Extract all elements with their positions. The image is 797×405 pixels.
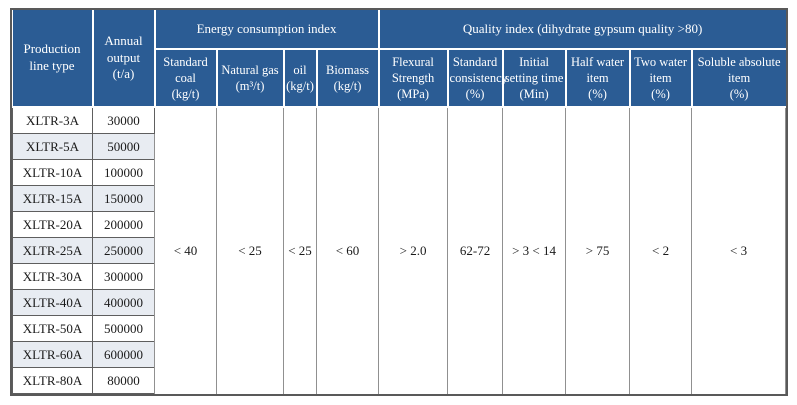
spec-value-cell: < 25	[216, 107, 284, 394]
annual-output-cell: 300000	[92, 263, 155, 290]
annual-output-cell: 50000	[92, 133, 155, 160]
subheader-label: Initial setting time	[504, 54, 564, 85]
subheader-unit: (%)	[729, 87, 749, 102]
spec-value-cell: 62-72	[447, 107, 504, 394]
spec-value-cell: < 40	[154, 107, 217, 394]
annual-output-cell: 100000	[92, 159, 155, 186]
subheader-label: Standard coal	[163, 54, 208, 85]
subheader-natural-gas: Natural gas (m³/t)	[215, 49, 285, 108]
spec-value-cell: < 2	[629, 107, 693, 394]
subheader-flexural-strength: Flexural Strength (MPa)	[377, 49, 449, 108]
table-row: XLTR-80A 80000	[12, 367, 786, 394]
production-line-cell: XLTR-60A	[12, 341, 93, 368]
spec-value-cell: < 3	[691, 107, 787, 394]
annual-output-label: Annual output	[104, 32, 143, 65]
subheader-unit: (kg/t)	[333, 79, 362, 93]
spec-table: Production line type Annual output (t/a)…	[12, 10, 787, 394]
production-line-cell: XLTR-3A	[12, 106, 93, 134]
production-line-cell: XLTR-50A	[12, 315, 93, 342]
annual-output-cell: 250000	[92, 237, 155, 264]
table-header: Production line type Annual output (t/a)…	[12, 10, 786, 108]
production-line-cell: XLTR-30A	[12, 263, 93, 290]
header-production-line: Production line type	[12, 10, 94, 108]
subheader-label: Standard consistency	[449, 54, 508, 85]
production-line-cell: XLTR-25A	[12, 237, 93, 264]
subheader-initial-setting-time: Initial setting time (Min)	[501, 49, 567, 108]
subheader-unit: (%)	[465, 87, 485, 102]
subheader-label: Soluble absolute item	[697, 54, 781, 85]
table-body: XLTR-3A 30000 < 40 < 25 < 25 < 60 > 2.0 62-72 > …	[12, 106, 787, 394]
table-row: XLTR-10A 100000	[12, 159, 786, 186]
production-line-cell: XLTR-10A	[12, 159, 93, 186]
spec-value-cell: > 2.0	[378, 107, 449, 394]
table-row: XLTR-3A 30000 < 40 < 25 < 25 < 60 > 2.0 62-72 > …	[12, 106, 787, 394]
annual-output-cell: 30000	[92, 106, 155, 134]
header-sub-row: Standard coal (kg/t) Natural gas (m³/t) …	[13, 49, 786, 108]
annual-output-cell: 150000	[92, 185, 155, 212]
subheader-standard-coal: Standard coal (kg/t)	[153, 49, 218, 108]
subheader-oil: oil (kg/t)	[282, 49, 318, 108]
production-line-cell: XLTR-40A	[12, 289, 93, 316]
table-row: XLTR-60A 600000	[12, 341, 786, 368]
annual-output-cell: 500000	[92, 315, 155, 342]
spec-value-cell: > 75	[565, 107, 631, 394]
annual-output-unit: (t/a)	[112, 66, 135, 82]
table-row: XLTR-40A 400000	[12, 289, 786, 316]
spec-value-cell: < 25	[283, 107, 317, 394]
table-frame: Production line type Annual output (t/a)…	[10, 8, 789, 396]
subheader-half-water-item: Half water item (%)	[564, 49, 631, 108]
annual-output-cell: 600000	[92, 341, 155, 368]
subheader-soluble-absolute-item: Soluble absolute item (%)	[690, 49, 786, 108]
subheader-label: Half water item	[570, 54, 625, 85]
group-quality-index: Quality index (dihydrate gypsum quality …	[377, 10, 786, 50]
subheader-unit: (%)	[651, 87, 670, 102]
subheader-label: Natural gas	[221, 62, 279, 77]
subheader-biomass: Biomass (kg/t)	[315, 49, 380, 108]
subheader-unit: (kg/t)	[286, 79, 314, 93]
subheader-two-water-item: Two water item (%)	[628, 49, 693, 108]
subheader-unit: (MPa)	[397, 87, 430, 102]
subheader-unit: (Min)	[519, 87, 549, 102]
annual-output-cell: 80000	[92, 367, 155, 394]
subheader-label: Two water item	[634, 54, 688, 85]
subheader-label: Flexural Strength	[391, 54, 435, 85]
subheader-unit: (m³/t)	[235, 79, 265, 93]
subheader-label: oil	[293, 62, 307, 77]
production-line-cell: XLTR-5A	[12, 133, 93, 160]
subheader-unit: (kg/t)	[171, 87, 200, 102]
header-annual-output: Annual output (t/a)	[91, 10, 156, 108]
production-line-cell: XLTR-80A	[12, 367, 93, 394]
spec-value-cell: > 3 < 14	[502, 107, 567, 394]
subheader-standard-consistency: Standard consistency (%)	[446, 49, 508, 108]
spec-value-cell: < 60	[315, 107, 380, 394]
annual-output-cell: 200000	[92, 211, 155, 238]
subheader-label: Biomass	[325, 62, 370, 77]
subheader-unit: (%)	[588, 87, 607, 102]
header-group-row: Production line type Annual output (t/a)…	[12, 10, 786, 108]
table-row: XLTR-20A 200000	[12, 211, 786, 238]
group-energy-consumption: Energy consumption index	[153, 10, 380, 50]
production-line-cell: XLTR-20A	[12, 211, 93, 238]
annual-output-cell: 400000	[92, 289, 155, 316]
table-row: XLTR-5A 50000	[12, 133, 786, 160]
production-line-cell: XLTR-15A	[12, 185, 93, 212]
